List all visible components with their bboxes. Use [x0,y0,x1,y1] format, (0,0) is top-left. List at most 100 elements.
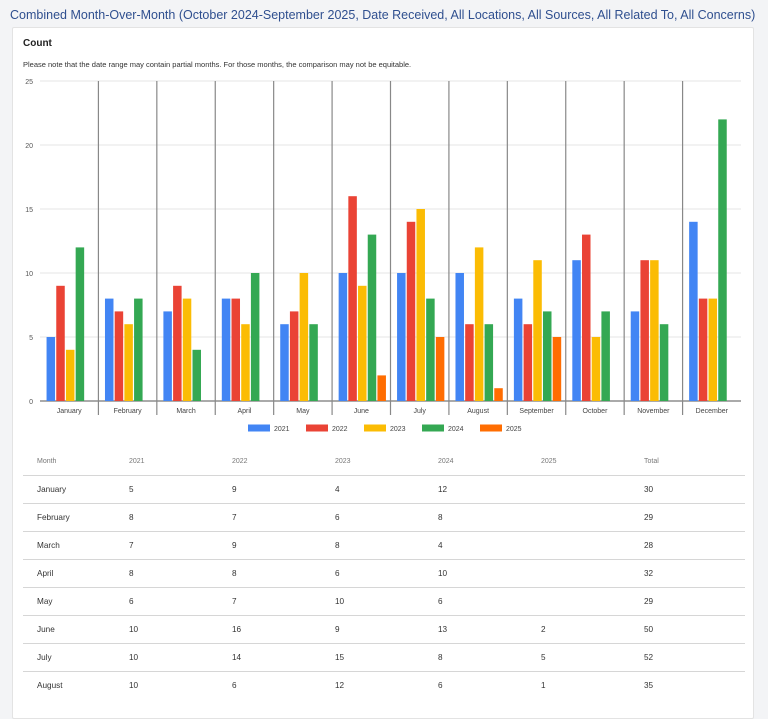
table-row: March 7 9 8 4 28 [23,531,745,560]
table-header-row: Month 2021 2022 2023 2024 2025 Total [23,448,745,476]
legend-label-2023: 2023 [390,426,406,433]
cell-month: June [23,615,115,644]
header-2021[interactable]: 2021 [129,458,145,465]
cell-month: January [23,475,115,504]
bar-2024-august [484,324,494,401]
cell-2024: 6 [424,587,527,616]
header-2024[interactable]: 2024 [438,458,454,465]
header-2023[interactable]: 2023 [335,458,351,465]
cell-2021: 8 [115,503,218,532]
bar-2021-december [689,221,698,401]
cell-month: July [23,643,115,672]
cell-2023: 4 [321,475,424,504]
cell-2023: 6 [321,503,424,532]
page-title: Combined Month-Over-Month (October 2024-… [10,8,756,22]
bar-2024-july [426,298,435,401]
bar-2024-september [542,311,552,401]
header-2025[interactable]: 2025 [541,458,557,465]
cell-total: 29 [630,587,745,616]
table-row: August 10 6 12 6 1 35 [23,671,745,699]
x-tick-label: August [467,408,489,415]
data-table: Month 2021 2022 2023 2024 2025 Total Jan… [23,448,745,699]
cell-2022: 16 [218,615,321,644]
bar-2023-march [182,298,192,401]
bar-2022-september [523,324,533,401]
cell-2021: 10 [115,643,218,672]
cell-2024: 8 [424,643,527,672]
bar-2023-september [533,260,542,401]
table-row: July 10 14 15 8 5 52 [23,643,745,672]
x-tick-label: November [637,408,670,415]
x-tick-label: January [57,408,82,415]
cell-2025 [527,475,630,504]
bar-2024-october [601,311,610,401]
x-tick-label: October [583,408,609,415]
bar-2021-july [397,273,406,401]
legend-swatch-2022 [306,424,328,432]
bar-2023-november [650,260,659,401]
x-tick-label: December [696,408,729,415]
bar-2023-april [241,324,250,401]
cell-total: 52 [630,643,745,672]
cell-2022: 9 [218,531,321,560]
cell-total: 50 [630,615,745,644]
y-tick-label: 25 [25,79,33,86]
bar-2023-february [124,324,133,401]
header-total[interactable]: Total [644,458,659,465]
bar-2021-august [455,273,464,401]
y-tick-label: 15 [25,207,33,214]
cell-2025: 5 [527,643,630,672]
table-row: May 6 7 10 6 29 [23,587,745,616]
legend-swatch-2024 [422,424,444,432]
cell-2024: 8 [424,503,527,532]
bar-2025-september [552,337,562,401]
cell-2022: 6 [218,671,321,699]
bar-2021-october [572,260,581,401]
legend-swatch-2025 [480,424,502,432]
table-row: June 10 16 9 13 2 50 [23,615,745,644]
bar-2024-june [367,234,377,401]
cell-total: 30 [630,475,745,504]
bar-2023-december [708,298,718,401]
bar-2022-december [698,298,708,401]
data-table-wrapper: Month 2021 2022 2023 2024 2025 Total Jan… [23,448,745,699]
cell-2021: 10 [115,615,218,644]
bar-2022-october [582,234,591,401]
cell-2023: 10 [321,587,424,616]
x-tick-label: February [114,408,143,415]
cell-month: March [23,531,115,560]
cell-2021: 5 [115,475,218,504]
cell-2021: 6 [115,587,218,616]
cell-total: 32 [630,559,745,588]
cell-month: May [23,587,115,616]
partial-months-note: Please note that the date range may cont… [23,60,412,69]
chart-card: Count Please note that the date range ma… [12,27,754,719]
table-row: February 8 7 6 8 29 [23,503,745,532]
bar-2021-may [280,324,289,401]
legend-label-2025: 2025 [506,426,522,433]
header-month[interactable]: Month [37,458,57,465]
bar-2025-august [494,388,503,401]
cell-2023: 15 [321,643,424,672]
bar-2024-november [659,324,669,401]
cell-2022: 7 [218,503,321,532]
x-tick-label: June [354,408,369,415]
bar-2021-june [338,273,348,401]
bar-2021-february [104,298,114,401]
bar-2023-july [416,209,425,401]
bar-2024-april [250,273,260,401]
bar-2025-july [435,337,445,401]
cell-2023: 9 [321,615,424,644]
cell-2025: 2 [527,615,630,644]
bar-2022-february [114,311,124,401]
cell-2025 [527,559,630,588]
cell-total: 35 [630,671,745,699]
legend-swatch-2023 [364,424,386,432]
bar-2024-march [192,349,201,401]
cell-2025 [527,587,630,616]
cell-2024: 4 [424,531,527,560]
header-2022[interactable]: 2022 [232,458,248,465]
bar-2023-august [474,247,484,401]
x-tick-label: April [237,408,251,415]
